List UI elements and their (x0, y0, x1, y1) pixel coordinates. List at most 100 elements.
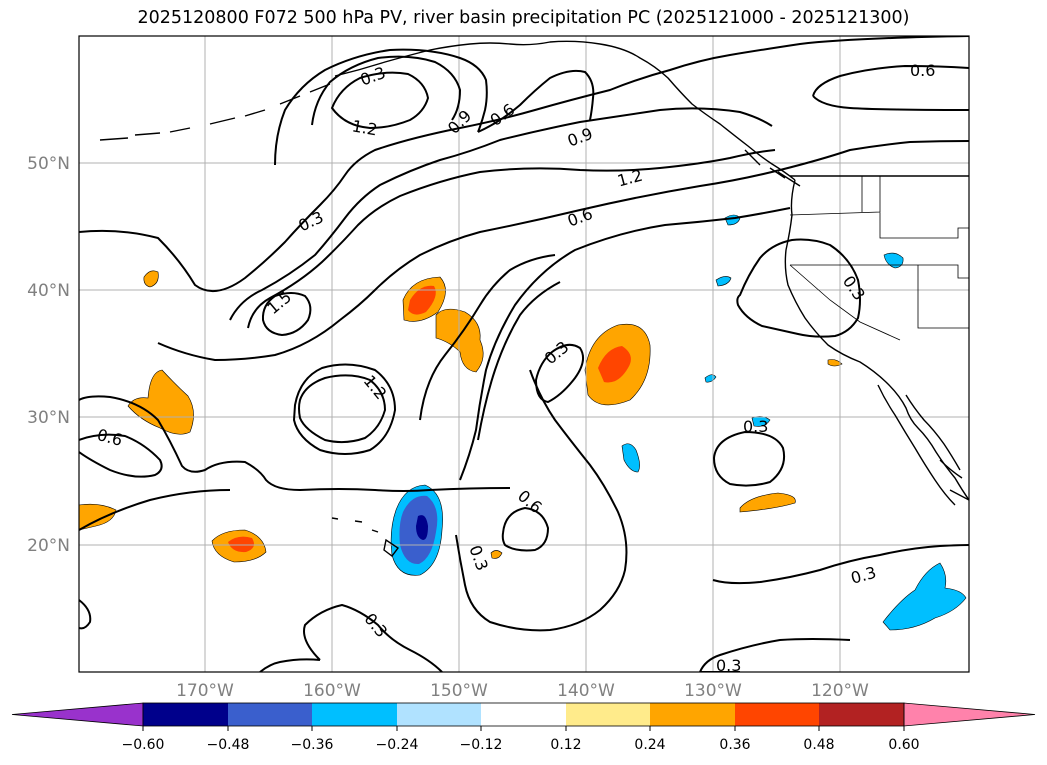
coastlines (99, 40, 969, 557)
contour-label: 0.6 (514, 486, 546, 517)
contour-label: 0.3 (465, 543, 492, 573)
gridlines (79, 36, 969, 672)
colorbar-tick-label: −0.36 (291, 737, 334, 753)
map-frame (78, 35, 970, 673)
colorbar-segment (735, 703, 819, 726)
precip-blob-blue-small-5 (704, 374, 717, 383)
precip-blob-blue-small-3 (724, 214, 741, 226)
contour-0.6-west-loop (79, 433, 163, 478)
colorbar-segment (228, 703, 312, 726)
precip-blob-orange-small-2 (827, 359, 843, 367)
contour-label: 0.3 (358, 63, 388, 90)
longitude-labels: 170°W 160°W 150°W 140°W 130°W 120°W (176, 681, 869, 701)
contour-0.3-south (259, 603, 443, 672)
colorbar-segment (397, 703, 481, 726)
contour-0.3-southeast-lower (699, 638, 851, 672)
precip-blob-red-center (598, 346, 631, 383)
baja-coast (877, 384, 956, 506)
contour-labels: 0.3 0.6 0.9 1.2 1.5 0.3 0.6 0.9 1.2 0.6 … (95, 61, 935, 672)
colorbar-segment (650, 703, 735, 726)
contour-0.3-central-south (455, 369, 628, 632)
contour-1.5-loop (261, 292, 312, 337)
precipitation-shading (79, 214, 967, 631)
contour-label: 1.2 (351, 116, 379, 139)
alaska-coast (334, 40, 796, 181)
aleutian-islands (99, 83, 331, 141)
lon-label: 140°W (557, 681, 615, 701)
baja-peninsula-west (905, 394, 961, 471)
lon-label: 160°W (303, 681, 361, 701)
contour-label: 1.2 (615, 166, 645, 191)
colorbar-segment (481, 703, 566, 726)
map-area: 0.3 0.6 0.9 1.2 1.5 0.3 0.6 0.9 1.2 0.6 … (79, 36, 969, 672)
contour-0.6-south-loop (501, 506, 550, 552)
contour-0.3-southeast (712, 544, 969, 585)
contour-label: 0.3 (295, 207, 326, 235)
lat-label: 50°N (27, 154, 70, 174)
contour-0.6-central (419, 254, 561, 441)
contour-label: 0.3 (743, 417, 768, 436)
colorbar-tick-label: 0.48 (803, 737, 834, 753)
contour-0.3-southwest (79, 489, 231, 630)
precip-blob-orange-west (127, 369, 194, 435)
precip-blob-orange-far-west (79, 503, 117, 531)
state-borders (789, 176, 969, 341)
us-pacific-coast (784, 179, 969, 501)
colorbar-tick-label: −0.60 (122, 737, 165, 753)
contour-1.2-main (247, 149, 776, 329)
colorbar-outline (142, 702, 905, 727)
colorbar-segment (819, 703, 904, 726)
colorbar-extend-max (903, 702, 1036, 727)
lat-label: 20°N (27, 536, 70, 556)
colorbar-tick-label: 0.12 (550, 737, 581, 753)
contour-0.3-outer-north (79, 36, 969, 293)
contour-1.2-north (330, 71, 430, 130)
contour-label: 0.3 (839, 272, 869, 304)
lat-label: 40°N (27, 281, 70, 301)
precip-blob-red-southwest (228, 536, 254, 553)
contour-0.3-lower-main (459, 207, 791, 481)
precip-blob-blue-small-2 (883, 252, 904, 269)
contour-label: 0.3 (360, 609, 391, 641)
precip-blob-red-north (408, 285, 436, 315)
map-title: 2025120800 F072 500 hPa PV, river basin … (137, 8, 910, 28)
contour-0.6-east-upper (812, 64, 969, 111)
precip-blob-orange-west-small (143, 270, 159, 288)
lon-label: 170°W (176, 681, 234, 701)
contour-0.9-south-loop (292, 363, 397, 455)
contour-0.3-mid (79, 395, 511, 492)
contour-0.3-east-loop (736, 238, 861, 338)
precip-blob-orange-east (739, 492, 796, 513)
hawaii (331, 517, 400, 557)
contour-label: 1.5 (263, 287, 295, 318)
precip-blob-blue-east (882, 562, 967, 631)
precip-blob-orange-small-1 (490, 550, 503, 559)
colorbar-segment (566, 703, 650, 726)
contour-label: 0.6 (910, 61, 935, 80)
colorbar-tick-label: 0.60 (888, 737, 919, 753)
colorbar-tick-label: −0.24 (376, 737, 419, 753)
contour-0.3-central-loop (534, 343, 585, 404)
lon-label: 150°W (430, 681, 488, 701)
west-canada-islands (744, 149, 801, 187)
contour-0.6-north-right (477, 69, 595, 133)
precip-blob-blue-small-1 (621, 443, 640, 473)
contour-0.6-main (157, 140, 969, 362)
colorbar-segment (312, 703, 397, 726)
precip-blob-blue-small-4 (715, 276, 732, 287)
precip-blob-hawaii-core (416, 515, 428, 540)
pv-contours (79, 36, 969, 672)
colorbar-ticks (142, 726, 905, 731)
contour-1.2-south-loop (298, 374, 387, 444)
contour-0.9-inner (229, 107, 773, 321)
contour-label: 1.2 (360, 371, 391, 403)
contour-label: 0.9 (565, 124, 595, 151)
contour-label: 0.6 (95, 425, 125, 450)
lat-label: 30°N (27, 408, 70, 428)
colorbar-tick-label: −0.12 (460, 737, 503, 753)
colorbar-tick-label: 0.36 (719, 737, 750, 753)
colorbar: −0.60 −0.48 −0.36 −0.24 −0.12 0.12 0.24 … (11, 702, 1036, 753)
precip-blob-orange-north-2 (435, 308, 484, 373)
contour-label: 0.3 (849, 563, 879, 588)
